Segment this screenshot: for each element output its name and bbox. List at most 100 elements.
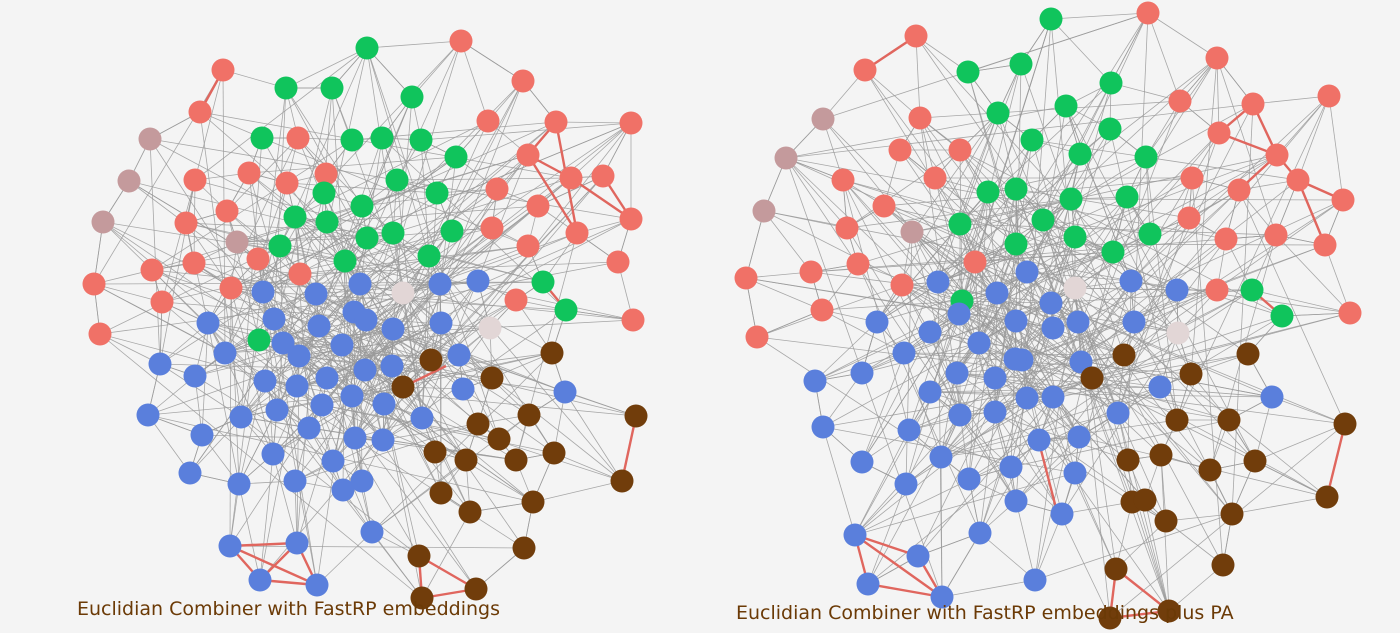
right-node-green bbox=[1068, 142, 1092, 166]
left-edge bbox=[257, 258, 404, 388]
right-edge bbox=[814, 321, 878, 382]
right-edge bbox=[967, 12, 1149, 73]
left-node-blue bbox=[310, 393, 334, 417]
left-node-green bbox=[247, 328, 271, 352]
right-node-brown bbox=[1133, 488, 1157, 512]
left-node-blue bbox=[428, 272, 452, 296]
left-edge bbox=[421, 255, 430, 419]
left-edge bbox=[226, 137, 299, 212]
left-edge bbox=[161, 227, 493, 303]
right-node-brown bbox=[1243, 449, 1267, 473]
right-edge bbox=[1117, 412, 1170, 612]
right-node-blue bbox=[1148, 375, 1172, 399]
right-edge bbox=[864, 69, 961, 225]
right-edge bbox=[905, 292, 998, 485]
right-node-red bbox=[810, 298, 834, 322]
right-node-green bbox=[976, 180, 1000, 204]
right-edge bbox=[883, 205, 961, 225]
left-node-red bbox=[619, 207, 643, 231]
left-node-blue bbox=[466, 269, 490, 293]
left-edge bbox=[230, 245, 529, 289]
right-edge bbox=[857, 263, 981, 534]
right-edge bbox=[997, 112, 1076, 289]
right-edge bbox=[854, 483, 907, 536]
left-node-red bbox=[215, 199, 239, 223]
left-node-red bbox=[88, 322, 112, 346]
right-edge bbox=[821, 300, 963, 311]
left-edge bbox=[238, 87, 333, 485]
left-edge bbox=[297, 137, 394, 234]
caption-left: Euclidian Combiner with FastRP embedding… bbox=[77, 598, 501, 620]
left-edge bbox=[285, 47, 368, 89]
right-node-brown bbox=[1149, 443, 1173, 467]
left-node-brown bbox=[540, 341, 564, 365]
left-node-red bbox=[511, 69, 535, 93]
right-edge bbox=[905, 191, 989, 485]
right-edge bbox=[959, 63, 1022, 225]
left-node-pale bbox=[478, 316, 502, 340]
left-edge bbox=[286, 182, 438, 194]
left-edge bbox=[294, 423, 479, 482]
left-edge bbox=[318, 325, 432, 361]
left-edge bbox=[344, 96, 413, 262]
network-panel-right bbox=[734, 1, 1362, 630]
left-node-mauve bbox=[117, 169, 141, 193]
right-node-green bbox=[1009, 52, 1033, 76]
left-node-blue bbox=[229, 405, 253, 429]
left-node-green bbox=[531, 270, 555, 294]
left-edge bbox=[257, 258, 384, 441]
right-node-brown bbox=[1104, 557, 1128, 581]
left-node-red bbox=[621, 308, 645, 332]
right-node-green bbox=[948, 212, 972, 236]
right-node-green bbox=[1054, 94, 1078, 118]
left-node-brown bbox=[458, 500, 482, 524]
left-edge bbox=[321, 404, 500, 440]
left-edge bbox=[421, 511, 471, 599]
left-edge bbox=[351, 395, 477, 590]
right-edge bbox=[1231, 496, 1328, 515]
right-edge bbox=[1010, 419, 1230, 468]
left-node-red bbox=[314, 162, 338, 186]
right-edge bbox=[1010, 466, 1063, 515]
right-node-mauve bbox=[774, 146, 798, 170]
right-node-brown bbox=[1165, 408, 1189, 432]
right-edge bbox=[1328, 95, 1344, 201]
left-edge bbox=[366, 230, 453, 239]
right-node-red bbox=[1180, 166, 1204, 190]
right-edge bbox=[785, 157, 848, 229]
right-node-blue bbox=[1003, 347, 1027, 371]
left-node-red bbox=[544, 110, 568, 134]
right-node-blue bbox=[1039, 291, 1063, 315]
left-edge bbox=[392, 328, 467, 461]
left-node-brown bbox=[419, 348, 443, 372]
right-node-blue bbox=[957, 467, 981, 491]
left-node-red bbox=[219, 276, 243, 300]
left-node-red bbox=[188, 100, 212, 124]
right-edge bbox=[1050, 132, 1220, 304]
right-edge bbox=[1216, 57, 1277, 236]
right-edge bbox=[1050, 12, 1149, 20]
right-node-blue bbox=[967, 331, 991, 355]
left-node-red bbox=[183, 168, 207, 192]
left-edge bbox=[342, 260, 346, 491]
left-node-brown bbox=[429, 481, 453, 505]
left-edge bbox=[366, 47, 500, 440]
right-node-blue bbox=[811, 415, 835, 439]
right-node-blue bbox=[843, 523, 867, 547]
left-edge bbox=[298, 355, 404, 388]
right-node-brown bbox=[1098, 606, 1122, 630]
right-edge bbox=[867, 483, 907, 585]
right-highlight-edge bbox=[1039, 449, 1058, 509]
left-node-blue bbox=[136, 403, 160, 427]
left-node-red bbox=[559, 166, 583, 190]
left-edge bbox=[240, 416, 420, 557]
left-edge bbox=[537, 175, 604, 207]
right-edge bbox=[911, 198, 1072, 233]
left-edge bbox=[159, 179, 196, 365]
right-node-brown bbox=[1315, 485, 1339, 509]
left-edge bbox=[224, 173, 327, 354]
right-edge bbox=[929, 191, 989, 333]
left-node-blue bbox=[253, 369, 277, 393]
left-node-green bbox=[320, 76, 344, 100]
left-node-blue bbox=[297, 416, 321, 440]
